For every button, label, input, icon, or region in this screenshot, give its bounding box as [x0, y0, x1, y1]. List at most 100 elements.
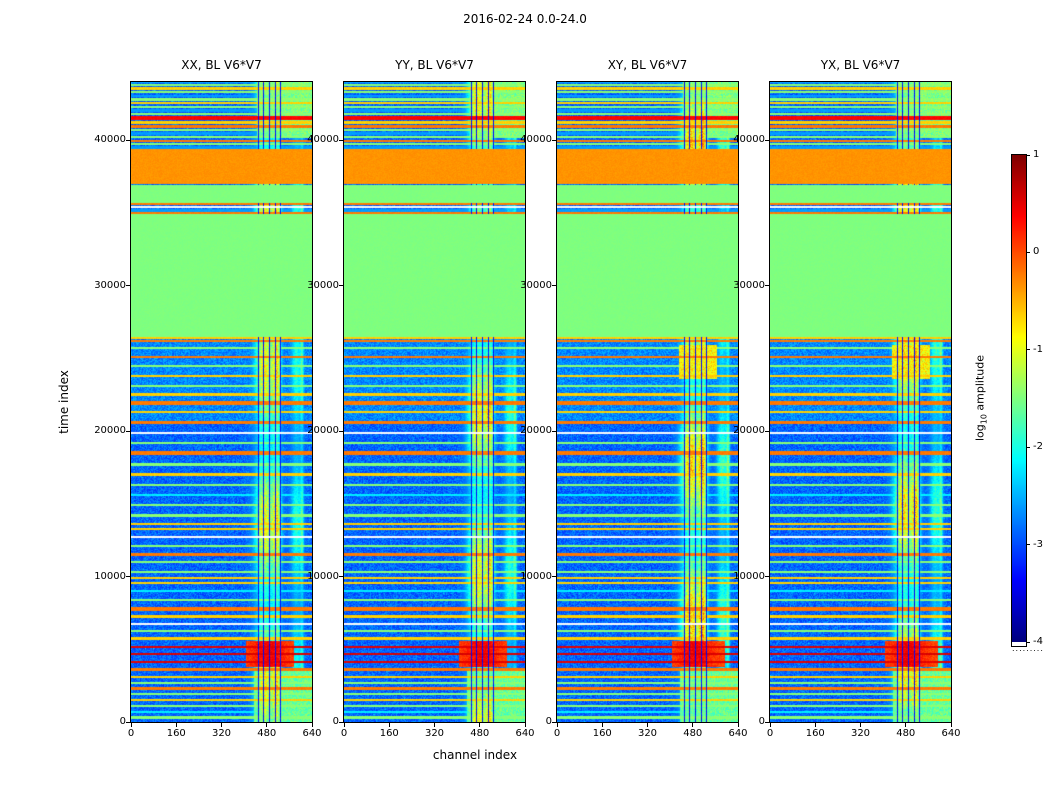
- y-tick-mark-xy: [552, 139, 556, 141]
- y-tick-label-yx: 30000: [733, 279, 765, 291]
- x-tick-label-yx: 480: [896, 728, 916, 739]
- y-tick-label-xx: 40000: [94, 134, 126, 146]
- x-tick-mark-xx: [175, 723, 177, 727]
- colorbar-tick-mark: [1026, 154, 1030, 156]
- y-tick-mark-yx: [765, 139, 769, 141]
- y-tick-mark-yy: [339, 285, 343, 287]
- y-tick-mark-xy: [552, 721, 556, 723]
- y-tick-mark-xx: [126, 721, 130, 723]
- x-axis-label: channel index: [432, 748, 518, 762]
- x-tick-label-xx: 480: [257, 728, 277, 739]
- colorbar-tick-mark: [1026, 641, 1030, 643]
- colorbar-tick-label: -3: [1033, 538, 1043, 550]
- colorbar-tick-mark: [1026, 446, 1030, 448]
- x-tick-mark-yx: [814, 723, 816, 727]
- x-tick-label-xy: 640: [728, 728, 748, 739]
- x-tick-mark-yy: [479, 723, 481, 727]
- y-tick-mark-xx: [126, 430, 130, 432]
- y-tick-mark-yy: [339, 576, 343, 578]
- y-tick-mark-yx: [765, 285, 769, 287]
- y-tick-mark-xy: [552, 576, 556, 578]
- y-tick-mark-yy: [339, 139, 343, 141]
- y-tick-mark-xx: [126, 139, 130, 141]
- y-tick-mark-xy: [552, 430, 556, 432]
- x-tick-label-xx: 320: [211, 728, 232, 739]
- x-tick-mark-xx: [221, 723, 222, 727]
- colorbar-tick-mark: [1026, 544, 1030, 546]
- x-tick-mark-yx: [769, 723, 771, 727]
- y-tick-label-xy: 40000: [520, 134, 552, 146]
- heatmap-yx: [770, 82, 951, 722]
- y-tick-label-yy: 30000: [307, 279, 339, 291]
- x-tick-label-xx: 160: [166, 728, 186, 739]
- x-tick-mark-yx: [905, 723, 907, 727]
- colorbar-tick-label: -2: [1033, 441, 1043, 453]
- colorbar-label-suffix: amplitude: [973, 354, 987, 415]
- x-tick-mark-yx: [950, 723, 952, 727]
- x-tick-label-yx: 160: [805, 728, 825, 739]
- panel-yy: [343, 81, 526, 723]
- figure-title: 2016-02-24 0.0-24.0: [463, 12, 587, 26]
- colorbar-gradient: [1012, 155, 1026, 642]
- y-tick-mark-xx: [126, 576, 130, 578]
- y-tick-label-yx: 20000: [733, 425, 765, 437]
- heatmap-xx: [131, 82, 312, 722]
- x-tick-label-yx: 0: [766, 728, 774, 739]
- x-tick-mark-yy: [434, 723, 435, 727]
- y-tick-label-yy: 0: [332, 716, 339, 727]
- colorbar-tick-label: 1: [1033, 149, 1040, 160]
- y-tick-label-yy: 10000: [307, 570, 339, 582]
- y-tick-label-yx: 0: [758, 716, 765, 727]
- panel-xy: [556, 81, 739, 723]
- colorbar: [1011, 154, 1027, 647]
- x-tick-label-xy: 160: [592, 728, 612, 739]
- x-tick-label-xy: 0: [553, 728, 561, 739]
- x-tick-mark-xy: [737, 723, 739, 727]
- x-tick-label-yy: 0: [340, 728, 348, 739]
- x-tick-label-yy: 480: [470, 728, 490, 739]
- y-axis-label: time index: [57, 370, 71, 434]
- y-tick-label-yy: 20000: [307, 425, 339, 437]
- x-tick-label-xx: 640: [302, 728, 322, 739]
- panel-title-xy: XY, BL V6*V7: [607, 58, 688, 72]
- x-tick-label-yx: 640: [941, 728, 961, 739]
- x-tick-label-yy: 160: [379, 728, 399, 739]
- colorbar-tick-label: 0: [1033, 246, 1040, 258]
- x-tick-label-yy: 320: [424, 728, 445, 739]
- x-tick-mark-xx: [266, 723, 268, 727]
- panel-title-xx: XX, BL V6*V7: [181, 58, 262, 72]
- y-tick-label-xx: 10000: [94, 570, 126, 582]
- y-tick-label-xy: 30000: [520, 279, 552, 291]
- panel-title-yx: YX, BL V6*V7: [820, 58, 901, 72]
- x-tick-label-xy: 480: [683, 728, 703, 739]
- panel-xx: [130, 81, 313, 723]
- colorbar-tick-mark: [1026, 349, 1030, 351]
- colorbar-tick-label: -1: [1033, 343, 1043, 355]
- x-tick-mark-xx: [130, 723, 132, 727]
- colorbar-tick-label: -4: [1033, 636, 1043, 647]
- y-tick-mark-yx: [765, 576, 769, 578]
- x-tick-mark-xy: [647, 723, 648, 727]
- panel-yx: [769, 81, 952, 723]
- y-tick-mark-yx: [765, 721, 769, 723]
- x-tick-mark-yy: [388, 723, 390, 727]
- y-tick-label-yx: 40000: [733, 134, 765, 146]
- y-tick-label-xx: 0: [119, 716, 126, 727]
- x-tick-label-xx: 0: [127, 728, 135, 739]
- y-tick-mark-yy: [339, 721, 343, 723]
- x-tick-mark-yy: [524, 723, 526, 727]
- panel-title-yy: YY, BL V6*V7: [395, 58, 474, 72]
- y-tick-mark-xx: [126, 285, 130, 287]
- y-tick-label-yx: 10000: [733, 570, 765, 582]
- x-tick-mark-yx: [860, 723, 861, 727]
- colorbar-label: log10 amplitude: [973, 355, 988, 441]
- y-tick-label-xx: 20000: [94, 425, 126, 437]
- x-tick-label-yy: 640: [515, 728, 535, 739]
- y-tick-mark-yy: [339, 430, 343, 432]
- x-tick-label-yx: 320: [850, 728, 871, 739]
- x-tick-mark-xy: [692, 723, 694, 727]
- y-tick-label-xy: 20000: [520, 425, 552, 437]
- x-tick-mark-yy: [343, 723, 345, 727]
- colorbar-tick-mark: [1026, 251, 1030, 253]
